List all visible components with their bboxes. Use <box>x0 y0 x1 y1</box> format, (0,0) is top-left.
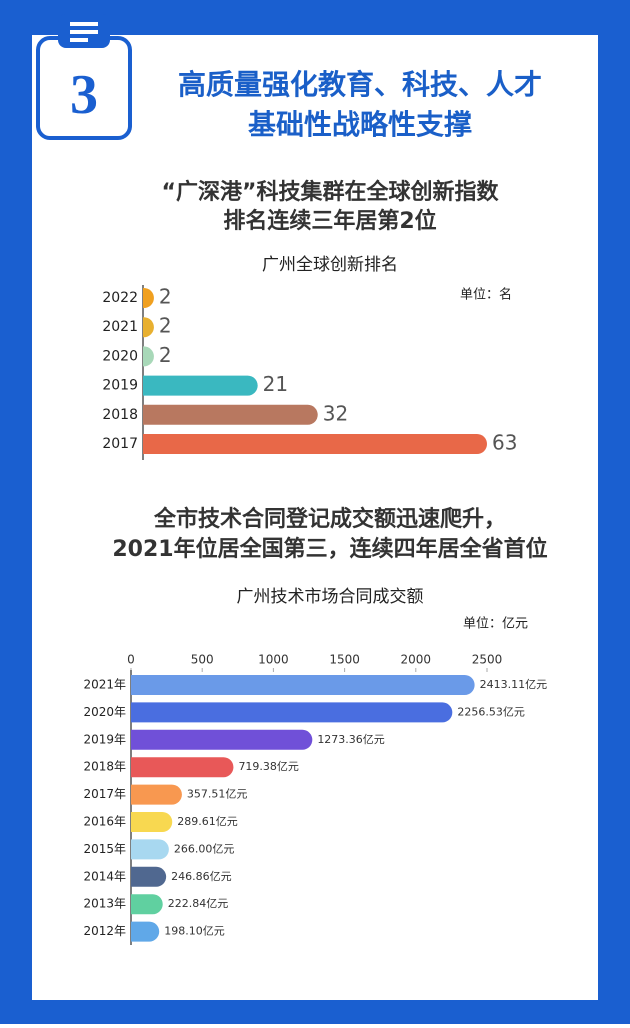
value-label: 2413.11亿元 <box>480 678 547 691</box>
y-tick-label: 2018年 <box>83 760 126 774</box>
y-tick-label: 2018 <box>102 407 138 423</box>
y-tick-label: 2017 <box>102 436 138 452</box>
y-tick-label: 2021年 <box>83 678 126 692</box>
x-tick-label: 500 <box>191 653 214 667</box>
x-tick-label: 2000 <box>401 653 432 667</box>
value-label: 63 <box>492 431 517 455</box>
y-tick-label: 2022 <box>102 290 138 306</box>
bar <box>131 675 475 695</box>
y-tick-label: 2020 <box>102 348 138 364</box>
header-title: 高质量强化教育、科技、人才 <box>178 68 542 101</box>
value-label: 266.00亿元 <box>174 842 235 855</box>
value-label: 719.38亿元 <box>238 760 298 773</box>
chart-heading: “广深港”科技集群在全球创新指数 <box>162 179 500 205</box>
y-tick-label: 2021 <box>102 319 138 335</box>
bar <box>143 288 154 308</box>
chart-heading: 全市技术合同登记成交额迅速爬升， <box>153 506 506 532</box>
y-tick-label: 2014年 <box>83 869 126 883</box>
bar <box>143 404 318 425</box>
bar <box>143 317 154 338</box>
bar <box>131 757 234 778</box>
value-label: 32 <box>323 401 348 425</box>
chart-heading: 排名连续三年居第2位 <box>223 208 436 234</box>
bar <box>131 784 182 805</box>
x-tick-label: 0 <box>127 653 135 667</box>
bar <box>143 346 154 367</box>
unit-label: 单位：亿元 <box>463 617 528 632</box>
panel <box>32 35 598 1000</box>
y-tick-label: 2020年 <box>83 705 126 719</box>
bar <box>131 702 453 723</box>
y-tick-label: 2016年 <box>83 815 126 829</box>
y-tick-label: 2013年 <box>83 897 126 911</box>
value-label: 357.51亿元 <box>187 788 248 801</box>
bar <box>143 434 487 454</box>
bar <box>131 729 313 750</box>
bar <box>131 921 160 942</box>
x-tick-label: 2500 <box>472 653 503 667</box>
header-title: 基础性战略性支撑 <box>248 108 472 141</box>
value-label: 2 <box>159 343 172 367</box>
value-label: 246.86亿元 <box>171 870 232 883</box>
value-label: 2256.53亿元 <box>457 705 524 718</box>
chart-heading: 2021年位居全国第三，连续四年居全省首位 <box>112 536 547 562</box>
unit-label: 单位：名 <box>460 287 512 303</box>
value-label: 2 <box>159 314 172 338</box>
value-label: 21 <box>263 372 288 396</box>
chart-title: 广州技术市场合同成交额 <box>237 587 424 607</box>
y-tick-label: 2012年 <box>83 924 126 938</box>
x-tick-label: 1000 <box>258 653 289 667</box>
chart-title: 广州全球创新排名 <box>262 255 398 275</box>
header-icon <box>36 14 132 140</box>
value-label: 222.84亿元 <box>168 897 229 910</box>
y-tick-label: 2019年 <box>83 732 126 746</box>
header-number: 3 <box>70 64 98 126</box>
value-label: 198.10亿元 <box>164 925 225 938</box>
bar <box>143 375 258 396</box>
bar <box>131 839 169 860</box>
value-label: 2 <box>159 285 172 309</box>
y-tick-label: 2019 <box>102 378 138 394</box>
bar <box>131 894 163 915</box>
x-tick-label: 1500 <box>329 653 360 667</box>
y-tick-label: 2015年 <box>83 842 126 856</box>
bar <box>131 866 167 887</box>
value-label: 1273.36亿元 <box>317 733 385 746</box>
bar <box>131 812 173 832</box>
y-tick-label: 2017年 <box>83 787 126 801</box>
value-label: 289.61亿元 <box>177 815 238 828</box>
